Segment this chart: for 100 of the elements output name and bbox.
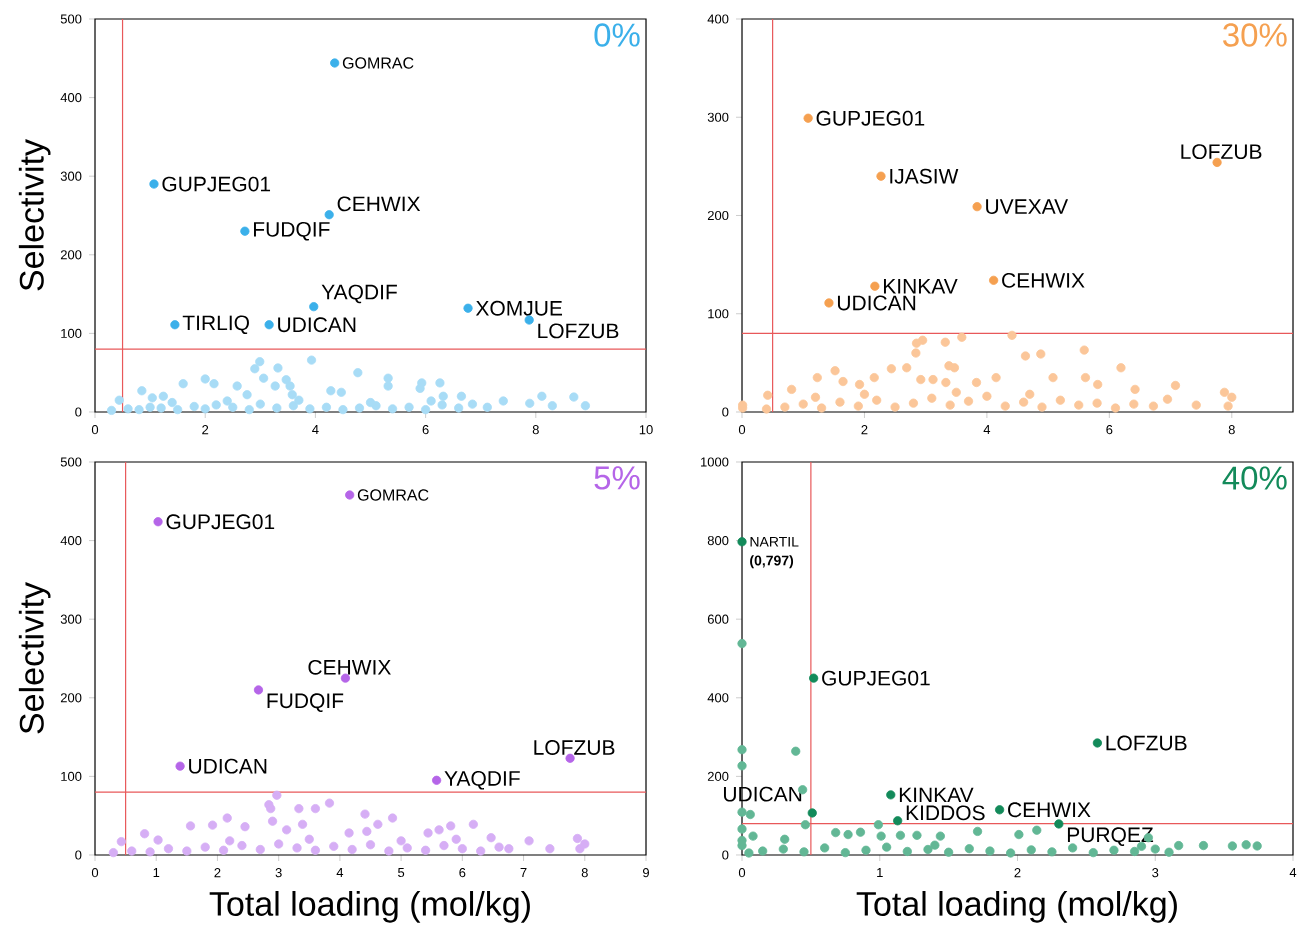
point	[1088, 848, 1098, 858]
y-tick-label: 200	[707, 210, 729, 221]
point	[1164, 847, 1174, 857]
annotation: KINKAV	[899, 787, 974, 803]
point	[163, 844, 174, 854]
annotation: UVEXAV	[986, 199, 1069, 214]
point	[387, 813, 398, 823]
annotation: CEHWIX	[337, 196, 421, 212]
point	[504, 844, 514, 854]
x-tick-label: 7	[520, 868, 527, 877]
point	[1174, 840, 1184, 851]
point	[218, 845, 229, 855]
point	[240, 226, 250, 236]
point	[421, 845, 431, 855]
x-tick-label: 9	[642, 868, 649, 878]
point	[1198, 840, 1209, 851]
annotation: LOFZUB	[1181, 144, 1262, 160]
point	[222, 813, 232, 823]
point	[439, 840, 449, 851]
y-tick-label: 200	[707, 771, 729, 781]
point	[800, 820, 810, 830]
point	[737, 745, 747, 755]
point	[309, 302, 319, 312]
point	[780, 834, 790, 844]
x-tick-label: 6	[422, 425, 429, 435]
point	[972, 826, 983, 837]
point	[1026, 845, 1036, 855]
point	[1047, 847, 1057, 857]
x-tick-label: 8	[1228, 425, 1235, 435]
point	[989, 275, 999, 285]
point	[373, 819, 383, 829]
y-tick-label: 0	[722, 407, 729, 417]
annotation: GUPJEG01	[816, 110, 925, 126]
point	[575, 844, 585, 854]
point	[153, 835, 163, 845]
point	[870, 281, 880, 291]
point	[1109, 845, 1119, 855]
point	[873, 820, 883, 830]
point	[995, 805, 1005, 815]
point	[1014, 829, 1024, 840]
point	[384, 846, 394, 856]
annotation: YAQDIF	[444, 771, 520, 790]
x-tick-label: 5	[398, 868, 405, 878]
x-tick-label: 6	[1106, 425, 1113, 435]
point	[758, 846, 768, 856]
x-tick-label: 4	[983, 425, 991, 434]
point	[820, 843, 830, 853]
point	[912, 830, 922, 840]
point	[324, 210, 334, 220]
point	[886, 790, 896, 800]
point	[985, 846, 995, 856]
point	[330, 58, 340, 68]
y-tick-label: 400	[707, 14, 729, 24]
point	[1252, 841, 1262, 851]
point	[432, 775, 442, 785]
point	[108, 848, 118, 858]
point	[463, 303, 473, 313]
point	[402, 843, 412, 853]
point	[347, 844, 357, 855]
point	[882, 842, 892, 852]
x-tick-label: 3	[1152, 868, 1159, 878]
annotation: KINKAV	[883, 279, 958, 294]
point	[935, 831, 945, 841]
y-axis-title: Selectivity	[18, 139, 51, 291]
point	[545, 844, 555, 854]
point	[267, 816, 278, 826]
annotation: FUDQIF	[254, 221, 330, 241]
x-tick-label: 0	[738, 425, 746, 435]
point	[876, 831, 886, 841]
point	[175, 761, 185, 771]
x-tick-label: 2	[214, 868, 221, 878]
point	[809, 673, 819, 683]
x-axis-title: Total loading (mol/kg)	[856, 891, 1177, 923]
y-tick-label: 300	[60, 614, 82, 624]
point	[1241, 840, 1251, 850]
point	[791, 746, 801, 756]
x-tick-label: 2	[202, 425, 209, 435]
x-tick-label: 2	[861, 425, 868, 435]
x-tick-label: 0	[91, 868, 99, 878]
point	[476, 846, 486, 856]
y-tick-label: 200	[60, 250, 82, 260]
point	[264, 320, 274, 330]
point	[182, 846, 192, 856]
point	[572, 833, 583, 844]
x-tick-label: 1	[153, 868, 160, 877]
annotation: KIDDOS	[906, 805, 985, 821]
point	[799, 847, 809, 857]
point	[840, 848, 850, 858]
point	[266, 804, 276, 814]
annotation: LOFZUB	[534, 740, 615, 755]
annotation: FUDQIF	[267, 693, 344, 712]
y-tick-label: 100	[61, 328, 82, 338]
annotation: (0,797)	[750, 555, 794, 569]
annotation: 40%	[1222, 466, 1287, 490]
point	[807, 808, 817, 818]
y-tick-label: 300	[60, 171, 82, 181]
point	[876, 171, 886, 181]
y-tick-label: 800	[707, 536, 729, 546]
annotation: PURQEZ	[1067, 827, 1154, 846]
annotation: TIRLIQ	[182, 315, 249, 335]
